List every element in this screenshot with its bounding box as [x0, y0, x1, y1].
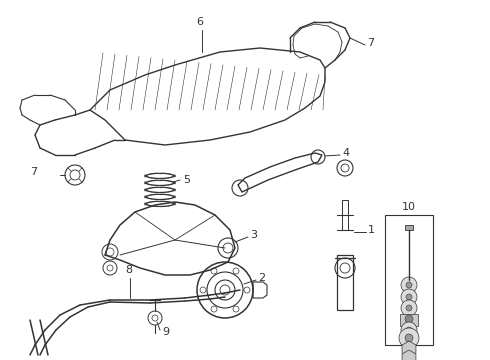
Text: 9: 9: [162, 327, 169, 337]
Circle shape: [406, 282, 412, 288]
Text: 10: 10: [402, 202, 416, 212]
Circle shape: [399, 328, 419, 348]
Text: 4: 4: [342, 148, 349, 158]
Text: 2: 2: [258, 273, 265, 283]
Bar: [337, 255, 353, 310]
Polygon shape: [402, 341, 416, 357]
Circle shape: [406, 294, 412, 300]
Text: 7: 7: [367, 38, 374, 48]
Circle shape: [405, 334, 413, 342]
Bar: [385, 215, 433, 345]
Text: 6: 6: [196, 17, 203, 27]
Circle shape: [401, 322, 417, 338]
Bar: [405, 225, 413, 230]
Text: 7: 7: [30, 167, 37, 177]
Circle shape: [401, 289, 417, 305]
Circle shape: [401, 300, 417, 316]
Text: 1: 1: [368, 225, 375, 235]
Bar: [400, 314, 418, 326]
Text: 3: 3: [250, 230, 257, 240]
Polygon shape: [402, 350, 416, 360]
Bar: [342, 200, 348, 230]
Circle shape: [406, 327, 412, 333]
Circle shape: [406, 305, 412, 311]
Text: 5: 5: [183, 175, 190, 185]
Text: 8: 8: [125, 265, 132, 275]
Circle shape: [405, 315, 413, 323]
Circle shape: [401, 277, 417, 293]
